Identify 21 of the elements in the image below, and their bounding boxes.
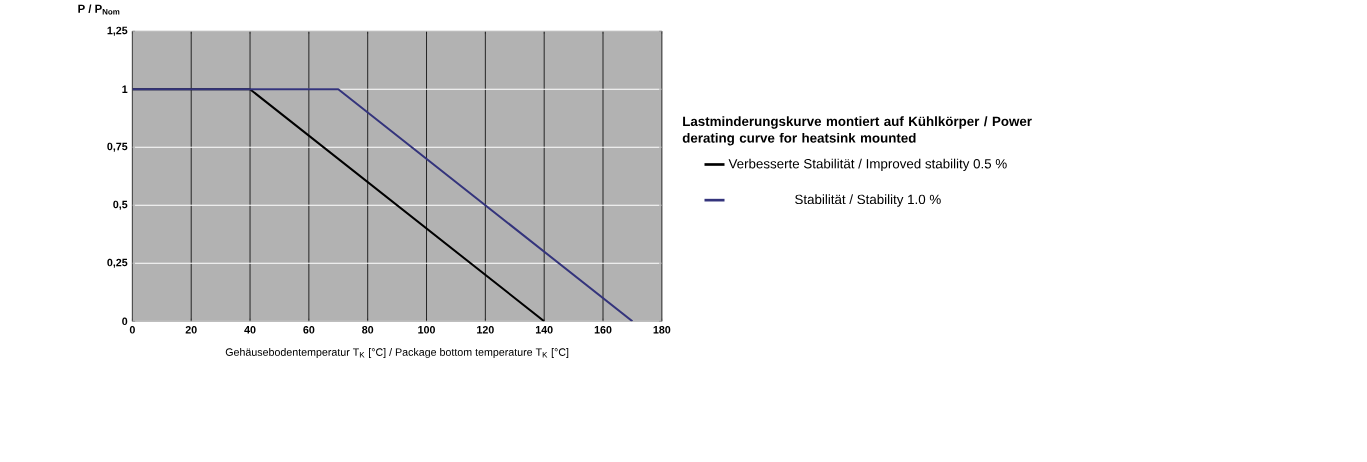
legend-label: Verbesserte Stabilität / Improved stability 0.5 % [728, 158, 1007, 171]
y-tick-label: 1 [122, 85, 128, 93]
y-tick-label: 0,75 [107, 142, 128, 152]
x-tick-label: 100 [418, 325, 435, 334]
y-tick-label: 1,25 [107, 26, 128, 36]
x-axis-title: Gehäusebodentemperatur T$_{K}$ [°C] / Package bottom temperature T$_{K}$ [°C] [225, 347, 569, 358]
text: Stabilität / Stability 1.0 % [795, 194, 941, 207]
x-tick-label: 60 [303, 325, 315, 334]
x-tick-label: 40 [244, 325, 256, 334]
x-tick-label: 80 [362, 325, 374, 334]
x-tick-label: 160 [594, 325, 612, 334]
y-axis-title: P / P$_{Nom}$ [78, 4, 120, 15]
x-tick-label: 120 [477, 325, 494, 334]
y-tick-label: 0 [122, 317, 128, 325]
x-tick-label: 180 [653, 325, 671, 334]
x-tick-label: 0 [129, 325, 135, 334]
text: Lastminderungskurve montiert auf Kühlkörper / Power derating curve for heatsink mounted [682, 116, 1032, 146]
y-tick-label: 0,25 [107, 258, 128, 268]
x-tick-label: 20 [185, 325, 197, 334]
y-tick-label: 0,5 [113, 200, 128, 210]
x-tick-label: 140 [535, 325, 553, 334]
